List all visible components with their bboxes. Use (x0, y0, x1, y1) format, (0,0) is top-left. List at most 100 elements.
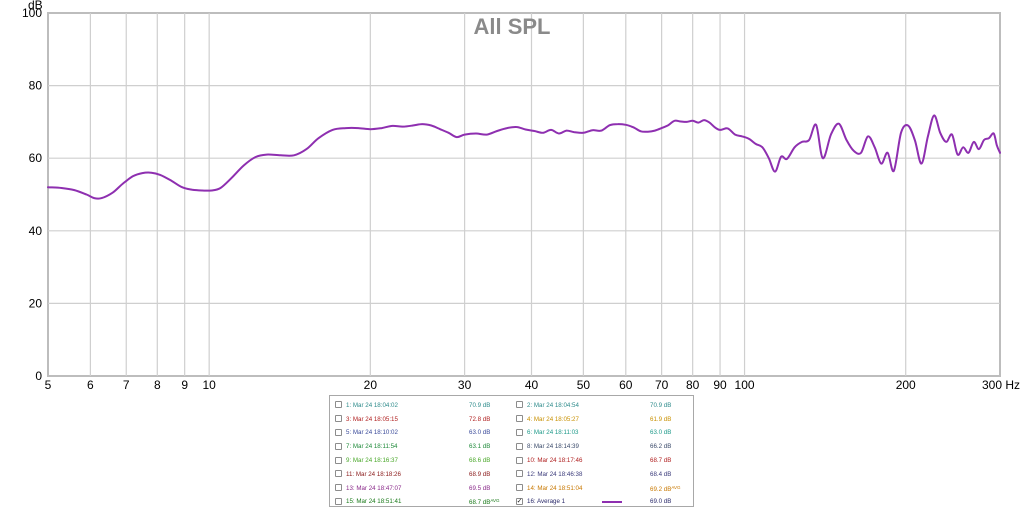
y-axis-unit-label: dB (28, 0, 43, 12)
x-tick-label: 6 (87, 378, 94, 390)
x-tick-labels: 5 6 7 8 9 10 20 30 40 50 60 70 80 90 100 200 300 Hz (45, 378, 1020, 390)
legend-item-name: 9: Mar 24 18:16:37 (346, 456, 398, 464)
legend-item: 4: Mar 24 18:05:27 61.9 dB (516, 412, 694, 426)
legend-line-swatch (602, 500, 622, 503)
legend-item: 3: Mar 24 18:05:15 72.8 dB (335, 412, 515, 426)
legend-item-name: 8: Mar 24 18:14:39 (527, 443, 579, 451)
y-tick-label: 100 (22, 6, 42, 20)
legend-item-name: 16: Average 1 (527, 498, 566, 506)
legend-item-value: 69.5 dB (469, 484, 491, 492)
legend-checkbox[interactable] (516, 401, 523, 409)
legend-item-name: 12: Mar 24 18:46:38 (527, 470, 583, 478)
y-tick-label: 0 (35, 369, 42, 383)
legend-item-value: 63.0 dB (650, 429, 672, 437)
legend-item-value: 61.9 dB (650, 415, 672, 423)
x-tick-label: 7 (123, 378, 130, 390)
legend-item: 5: Mar 24 18:10:02 63.0 dB (335, 426, 515, 440)
legend-checkbox[interactable] (516, 442, 523, 450)
x-tick-label: 9 (181, 378, 188, 390)
legend-item: 7: Mar 24 18:11:54 63.1 dB (335, 439, 515, 453)
x-tick-label: 8 (154, 378, 161, 390)
x-tick-label: 20 (364, 378, 378, 390)
legend-item: 15: Mar 24 18:51:41 68.7 dBAVG (335, 495, 515, 509)
legend-row: 1: Mar 24 18:04:02 70.9 dB 2: Mar 24 18:04… (335, 398, 693, 412)
legend-checkbox[interactable] (335, 470, 342, 478)
legend-item-value: 72.8 dB (469, 415, 491, 423)
legend-checkbox[interactable] (516, 428, 523, 436)
legend-item-value: 66.2 dB (650, 443, 672, 451)
x-tick-label: 30 (458, 378, 472, 390)
legend-row: 13: Mar 24 18:47:07 69.5 dB 14: Mar 24 18:… (335, 481, 693, 495)
x-tick-label: 50 (577, 378, 591, 390)
legend-item: 14: Mar 24 18:51:04 69.2 dBAVG (516, 481, 694, 495)
legend-item-value: 68.6 dB (469, 456, 491, 464)
chart-title: All SPL (473, 14, 550, 39)
legend-item: 8: Mar 24 18:14:39 66.2 dB (516, 439, 694, 453)
legend-item-value: 70.9 dB (469, 401, 491, 409)
legend-item: 11: Mar 24 18:18:26 68.9 dB (335, 467, 515, 481)
y-tick-labels: 0 20 40 60 80 100 (22, 6, 42, 383)
legend-checkbox[interactable] (335, 497, 342, 505)
legend-checkbox[interactable] (516, 456, 523, 464)
plot-area (47, 12, 1001, 377)
spl-chart: dB 0 20 40 60 80 100 5 6 7 8 9 10 20 30 40 50 60 70 80 90 1… (22, 0, 1020, 390)
legend-item-name: 5: Mar 24 18:10:02 (346, 429, 398, 437)
legend-checkbox[interactable] (335, 484, 342, 492)
legend-item: 6: Mar 24 18:11:03 63.0 dB (516, 426, 694, 440)
legend-checkbox[interactable] (335, 415, 342, 423)
legend-item-name: 4: Mar 24 18:05:27 (527, 415, 579, 423)
x-tick-label: 100 (735, 378, 755, 390)
x-tick-label: 40 (525, 378, 539, 390)
y-tick-label: 80 (29, 79, 43, 93)
legend-item: 12: Mar 24 18:46:38 68.4 dB (516, 467, 694, 481)
legend-item-name: 7: Mar 24 18:11:54 (346, 443, 398, 451)
legend-checkbox[interactable] (335, 442, 342, 450)
y-tick-label: 20 (29, 296, 43, 310)
legend-avg-marker: AVG (490, 498, 500, 504)
legend-row: 11: Mar 24 18:18:26 68.9 dB 12: Mar 24 18:… (335, 467, 693, 481)
x-tick-label: 10 (202, 378, 216, 390)
legend-item: 2: Mar 24 18:04:54 70.9 dB (516, 398, 694, 412)
x-tick-label: 70 (655, 378, 669, 390)
y-tick-label: 60 (29, 151, 43, 165)
legend-checkbox[interactable] (516, 484, 523, 492)
legend-checkbox[interactable] (516, 415, 523, 423)
legend-row: 3: Mar 24 18:05:15 72.8 dB 4: Mar 24 18:05… (335, 412, 693, 426)
series-layer (47, 114, 1001, 200)
x-tick-label: 200 (896, 378, 916, 390)
legend-row: 15: Mar 24 18:51:41 68.7 dBAVG ✓ 16: Averag… (335, 495, 693, 509)
legend-item-name: 11: Mar 24 18:18:26 (346, 470, 401, 478)
x-tick-label: 300 (982, 378, 1002, 390)
legend-item-name: 14: Mar 24 18:51:04 (527, 484, 583, 492)
legend-item-value: 69.2 dBAVG (650, 484, 681, 493)
legend-item: ✓ 16: Average 1 69.0 dB (516, 495, 694, 509)
legend-item-value: 68.7 dB (650, 456, 672, 464)
x-axis-unit-label: Hz (1005, 378, 1020, 390)
legend-item-value: 68.4 dB (650, 470, 672, 478)
x-tick-label: 60 (619, 378, 633, 390)
legend-item-name: 2: Mar 24 18:04:54 (527, 401, 579, 409)
legend-item: 13: Mar 24 18:47:07 69.5 dB (335, 481, 515, 495)
legend-checkbox[interactable] (335, 428, 342, 436)
legend-item-name: 15: Mar 24 18:51:41 (346, 498, 402, 506)
legend: 1: Mar 24 18:04:02 70.9 dB 2: Mar 24 18:04… (329, 395, 694, 507)
legend-avg-marker: AVG (671, 484, 681, 490)
legend-item: 1: Mar 24 18:04:02 70.9 dB (335, 398, 515, 412)
legend-item-name: 3: Mar 24 18:05:15 (346, 415, 398, 423)
legend-checkbox[interactable] (335, 456, 342, 464)
legend-item-value: 63.0 dB (469, 429, 491, 437)
legend-row: 5: Mar 24 18:10:02 63.0 dB 6: Mar 24 18:11… (335, 426, 693, 440)
legend-checkbox[interactable] (335, 401, 342, 409)
legend-item-name: 10: Mar 24 18:17:46 (527, 456, 583, 464)
legend-checkbox[interactable] (516, 470, 523, 478)
y-gridlines (48, 84, 1000, 304)
legend-checkbox[interactable]: ✓ (516, 497, 523, 505)
legend-row: 9: Mar 24 18:16:37 68.6 dB 10: Mar 24 18:1… (335, 453, 693, 467)
y-tick-label: 40 (29, 224, 43, 238)
legend-item-value: 70.9 dB (650, 401, 672, 409)
legend-item-value: 68.9 dB (469, 470, 491, 478)
legend-item-name: 13: Mar 24 18:47:07 (346, 484, 402, 492)
x-tick-label: 5 (45, 378, 52, 390)
legend-item: 9: Mar 24 18:16:37 68.6 dB (335, 453, 515, 467)
legend-item-name: 1: Mar 24 18:04:02 (346, 401, 398, 409)
